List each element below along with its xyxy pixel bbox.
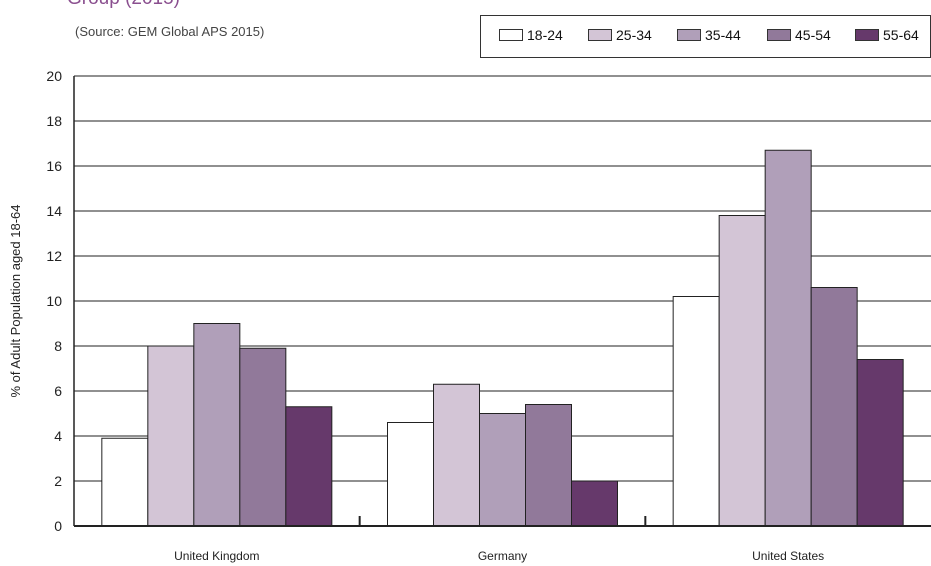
y-tick-label: 8 [54,338,62,354]
bar-united-kingdom-45-54 [239,347,287,527]
x-category-label: United States [752,549,824,563]
y-tick-label: 0 [54,518,62,534]
bar-germany-45-54 [525,404,572,527]
y-tick-label: 12 [46,248,62,264]
y-tick-label: 2 [54,473,62,489]
chart-title: Group (2015) [67,0,180,10]
bar-united-states-55-64 [856,359,904,527]
legend-item: 35-44 [677,27,741,43]
y-tick-label: 4 [54,428,62,444]
y-tick-label: 20 [46,68,62,84]
bar-germany-55-64 [571,480,618,527]
bar-united-states-25-34 [718,215,766,527]
legend-item: 25-34 [588,27,652,43]
x-category-label: United Kingdom [174,549,259,563]
bar-united-states-18-24 [672,296,720,527]
bar-germany-25-34 [433,383,480,527]
y-tick-label: 16 [46,158,62,174]
y-tick-label: 10 [46,293,62,309]
y-tick-label: 18 [46,113,62,129]
bar-united-states-45-54 [810,287,858,527]
y-axis-label: % of Adult Population aged 18-64 [8,205,23,398]
legend-label: 55-64 [883,27,919,43]
legend-item: 45-54 [767,27,831,43]
y-tick-label: 6 [54,383,62,399]
bar-united-kingdom-25-34 [147,345,195,527]
legend-swatch [499,29,523,41]
bar-germany-35-44 [479,413,526,527]
legend-item: 55-64 [855,27,919,43]
chart-subtitle: (Source: GEM Global APS 2015) [75,24,265,39]
legend-label: 25-34 [616,27,652,43]
legend-swatch [588,29,612,41]
bar-united-kingdom-35-44 [193,323,241,527]
legend: 18-24 25-34 35-44 45-54 55-64 [480,15,931,58]
bar-germany-18-24 [387,422,434,527]
bar-united-kingdom-55-64 [285,406,333,527]
y-tick-label: 14 [46,203,62,219]
x-category-label: Germany [478,549,527,563]
bar-united-states-35-44 [764,149,812,527]
legend-swatch [677,29,701,41]
legend-swatch [855,29,879,41]
legend-swatch [767,29,791,41]
legend-label: 45-54 [795,27,831,43]
bar-united-kingdom-18-24 [101,437,149,527]
legend-label: 18-24 [527,27,563,43]
legend-label: 35-44 [705,27,741,43]
legend-item: 18-24 [499,27,563,43]
